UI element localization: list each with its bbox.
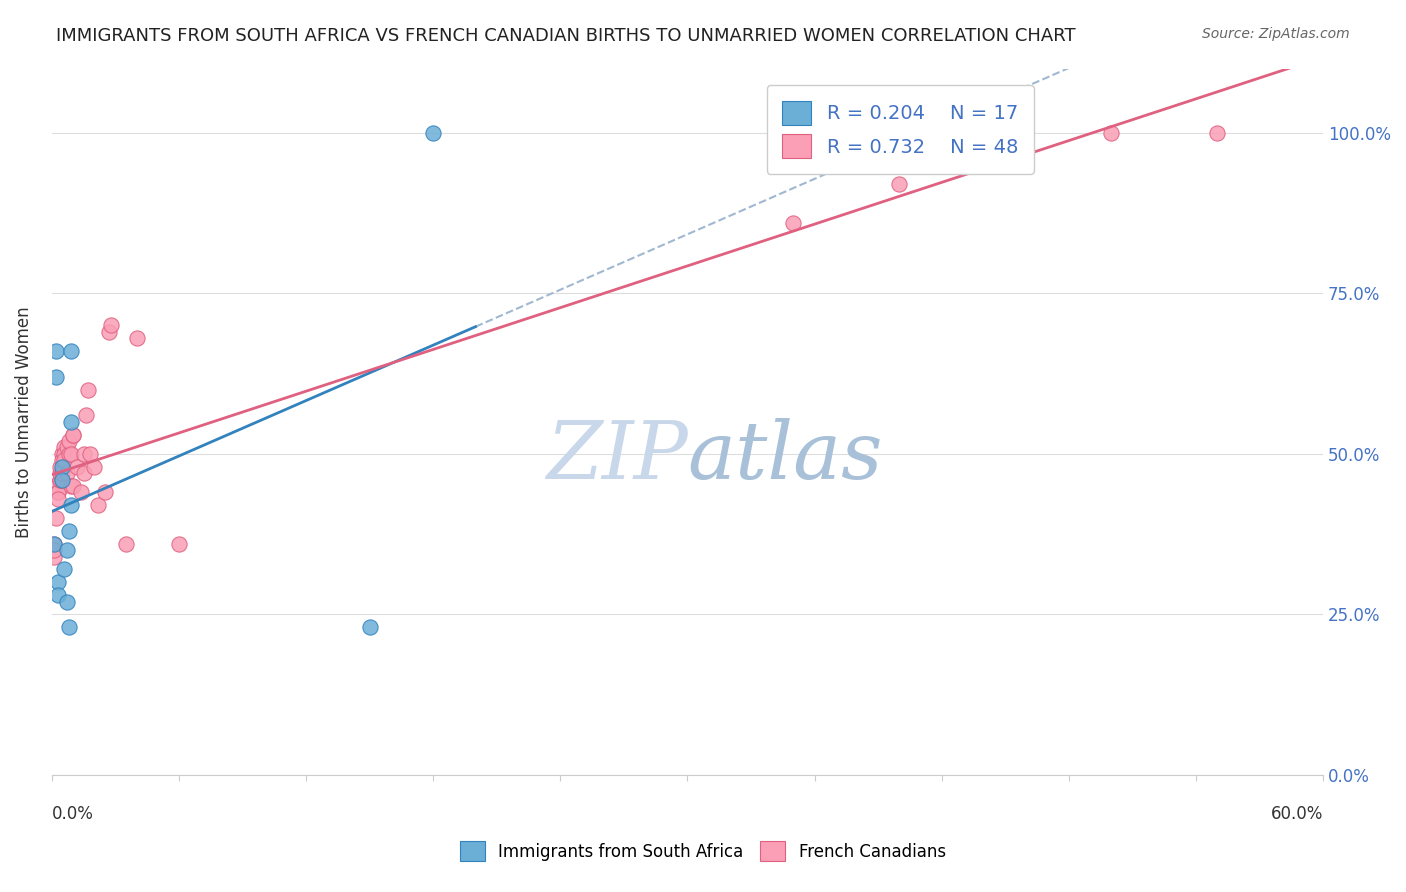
Point: [59, 415, 82, 429]
Point: [973, 126, 995, 140]
Point: [45, 511, 67, 525]
Point: [115, 537, 138, 551]
Point: [87, 498, 110, 512]
Point: [49, 459, 72, 474]
Point: [46, 575, 69, 590]
Point: [42, 543, 65, 558]
Point: [51, 459, 73, 474]
Point: [55, 543, 77, 558]
Point: [97, 325, 120, 339]
Point: [53, 441, 76, 455]
Text: 60.0%: 60.0%: [1271, 805, 1323, 823]
Point: [49, 473, 72, 487]
Text: 0.0%: 0.0%: [52, 805, 94, 823]
Point: [79, 447, 101, 461]
Point: [45, 369, 67, 384]
Point: [51, 466, 73, 480]
Point: [889, 177, 911, 191]
Point: [58, 434, 80, 448]
Point: [58, 524, 80, 538]
Point: [42, 537, 65, 551]
Point: [46, 485, 69, 500]
Legend: Immigrants from South Africa, French Canadians: Immigrants from South Africa, French Can…: [447, 828, 959, 875]
Point: [59, 479, 82, 493]
Point: [422, 126, 444, 140]
Text: atlas: atlas: [688, 418, 883, 496]
Point: [59, 447, 82, 461]
Point: [72, 447, 94, 461]
Point: [72, 466, 94, 480]
Text: ZIP: ZIP: [546, 418, 688, 496]
Text: IMMIGRANTS FROM SOUTH AFRICA VS FRENCH CANADIAN BIRTHS TO UNMARRIED WOMEN CORREL: IMMIGRANTS FROM SOUTH AFRICA VS FRENCH C…: [56, 27, 1076, 45]
Point: [66, 459, 89, 474]
Point: [42, 549, 65, 564]
Point: [59, 344, 82, 359]
Point: [1206, 126, 1229, 140]
Point: [55, 594, 77, 608]
Y-axis label: Births to Unmarried Women: Births to Unmarried Women: [15, 306, 32, 538]
Point: [58, 447, 80, 461]
Point: [1099, 126, 1122, 140]
Point: [53, 562, 76, 576]
Point: [49, 473, 72, 487]
Point: [76, 383, 98, 397]
Point: [55, 441, 77, 455]
Point: [42, 537, 65, 551]
Point: [100, 318, 122, 333]
Text: Source: ZipAtlas.com: Source: ZipAtlas.com: [1202, 27, 1350, 41]
Point: [782, 216, 804, 230]
Point: [59, 498, 82, 512]
Point: [46, 491, 69, 506]
Point: [55, 466, 77, 480]
Point: [167, 537, 190, 551]
Point: [51, 453, 73, 467]
Point: [51, 473, 73, 487]
Point: [125, 331, 148, 345]
Point: [58, 620, 80, 634]
Point: [62, 479, 84, 493]
Point: [49, 466, 72, 480]
Point: [45, 479, 67, 493]
Point: [93, 485, 115, 500]
Point: [359, 620, 381, 634]
Point: [62, 427, 84, 442]
Point: [53, 447, 76, 461]
Point: [46, 588, 69, 602]
Point: [53, 453, 76, 467]
Legend: R = 0.204    N = 17, R = 0.732    N = 48: R = 0.204 N = 17, R = 0.732 N = 48: [766, 86, 1033, 174]
Point: [75, 409, 97, 423]
Point: [83, 459, 105, 474]
Point: [51, 473, 73, 487]
Point: [51, 447, 73, 461]
Point: [46, 485, 69, 500]
Point: [45, 344, 67, 359]
Point: [62, 427, 84, 442]
Point: [70, 485, 93, 500]
